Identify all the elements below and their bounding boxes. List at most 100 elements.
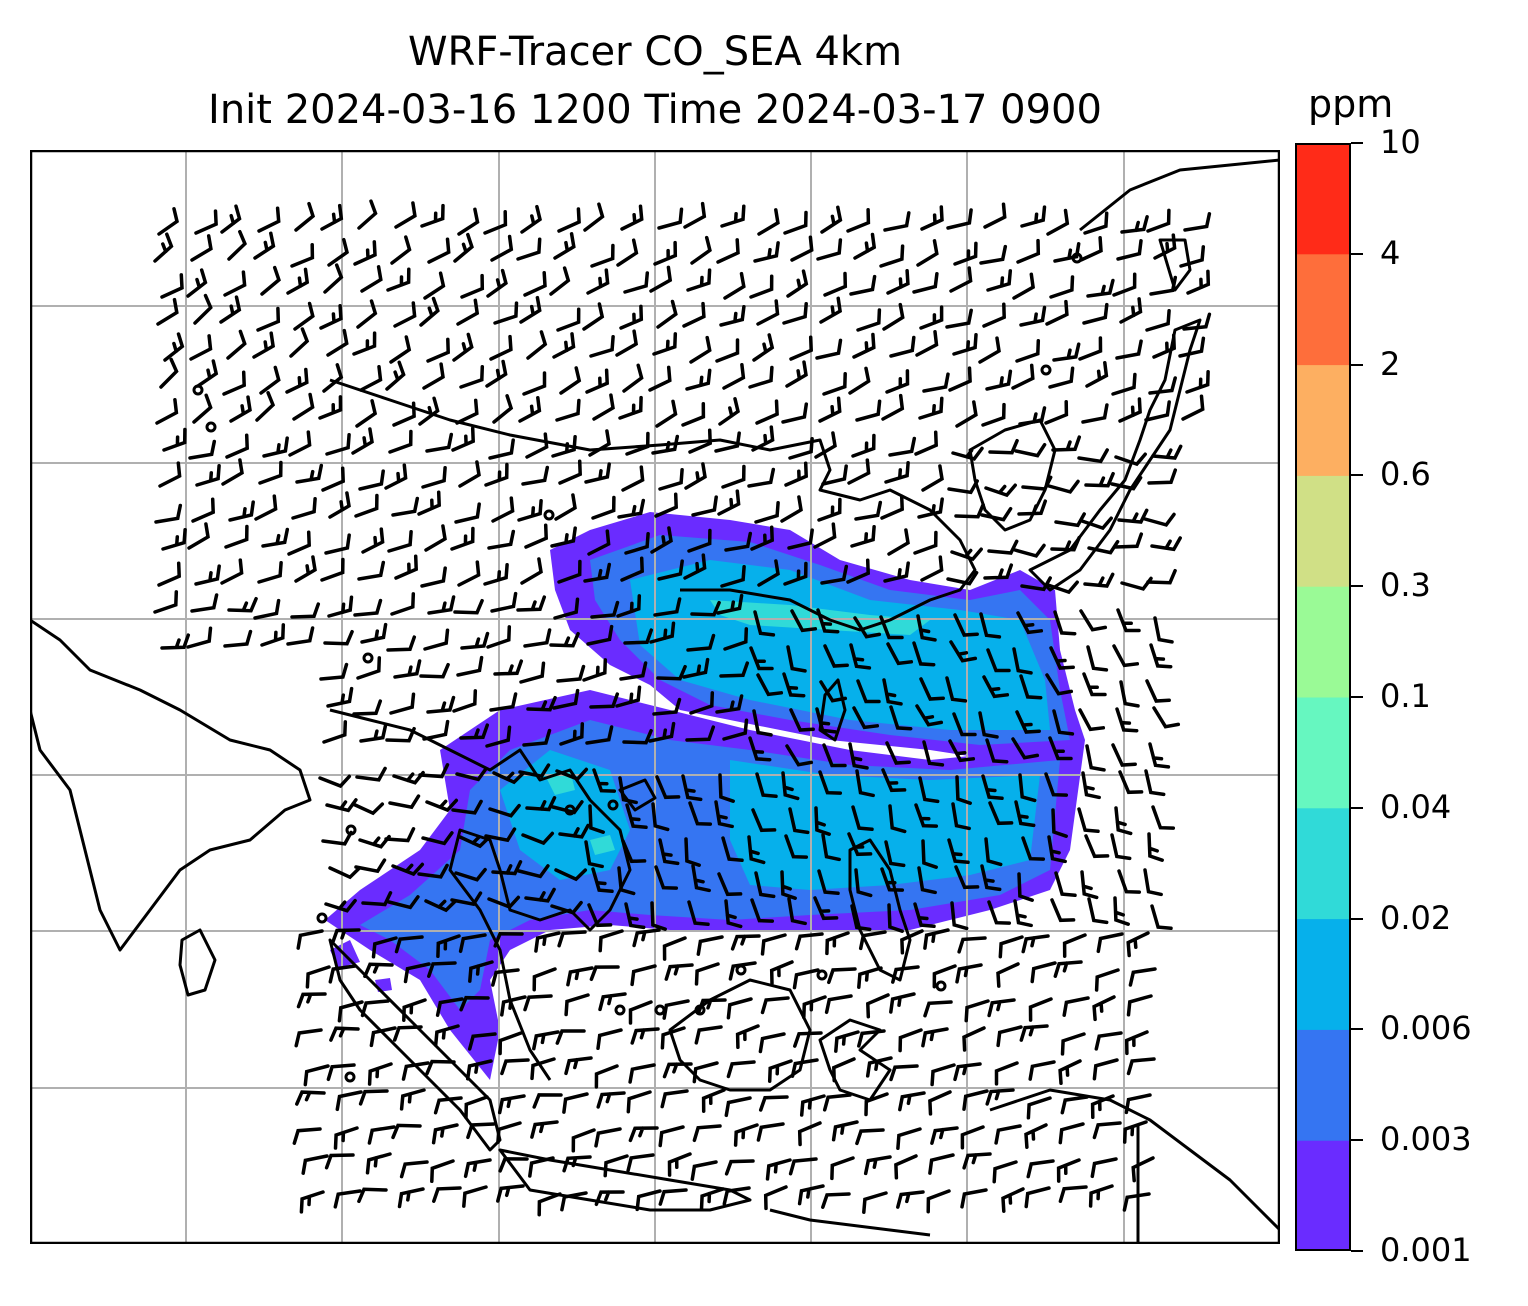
wind-barb xyxy=(422,719,450,741)
wind-barb xyxy=(847,832,873,857)
wind-barb xyxy=(686,268,712,292)
wind-barb xyxy=(657,559,684,581)
wind-barb xyxy=(430,1159,455,1184)
wind-barb xyxy=(782,672,806,698)
wind-barb xyxy=(946,208,973,230)
wind-barb xyxy=(1126,931,1150,958)
wind-barb xyxy=(253,598,281,620)
wind-barb xyxy=(1050,535,1081,552)
wind-barb xyxy=(858,930,887,951)
wind-barb xyxy=(914,430,938,456)
wind-barb xyxy=(814,431,837,459)
colorbar-tick-label: 2 xyxy=(1380,344,1401,383)
wind-barb xyxy=(327,595,354,618)
wind-barb xyxy=(889,1064,919,1082)
wind-barb xyxy=(821,833,841,862)
colorbar-tick-label: 0.1 xyxy=(1380,677,1431,715)
wind-barb xyxy=(921,1027,949,1048)
wind-barb xyxy=(1096,932,1124,954)
wind-barb xyxy=(950,547,983,562)
wind-barb xyxy=(260,623,286,647)
wind-barb xyxy=(351,427,374,455)
wind-barb xyxy=(849,643,872,670)
colorbar-tick-mark xyxy=(1351,1250,1363,1252)
coast-newguinea xyxy=(989,1088,1280,1232)
wind-barb xyxy=(726,997,753,1020)
wind-barb xyxy=(157,207,179,236)
colorbar-tick-label: 0.02 xyxy=(1380,898,1452,937)
wind-barb xyxy=(1045,673,1074,696)
wind-barb xyxy=(682,301,706,328)
wind-barb xyxy=(391,1123,422,1140)
wind-barb xyxy=(648,365,672,392)
wind-barb xyxy=(498,1157,529,1173)
wind-barb xyxy=(553,597,580,620)
wind-barb xyxy=(582,658,608,682)
wind-barb xyxy=(194,209,218,235)
wind-barb xyxy=(294,555,317,583)
wind-barb xyxy=(1124,1093,1152,1115)
wind-barb xyxy=(492,771,526,785)
wind-barb xyxy=(834,1030,860,1053)
wind-barb xyxy=(571,1128,596,1153)
wind-barb xyxy=(424,899,458,913)
wind-barb xyxy=(689,691,715,715)
wind-barb xyxy=(816,608,840,634)
wind-barb xyxy=(384,463,408,490)
wind-barb xyxy=(879,615,904,640)
wind-barb xyxy=(318,774,352,789)
wind-barb xyxy=(887,528,910,556)
wind-barb xyxy=(484,462,509,487)
wind-barb xyxy=(305,965,331,989)
wind-barb xyxy=(532,1030,560,1051)
wind-barb xyxy=(384,827,416,843)
wind-barb xyxy=(651,434,680,455)
wind-barb xyxy=(788,807,810,835)
wind-barb xyxy=(521,465,550,486)
wind-barb xyxy=(323,629,354,646)
colorbar-tick-label: 0.001 xyxy=(1380,1231,1472,1269)
colorbar-tick-mark xyxy=(1351,806,1363,809)
wind-barb xyxy=(780,495,803,523)
wind-barb xyxy=(452,332,474,362)
wind-barb xyxy=(1050,898,1076,923)
wind-barb xyxy=(491,496,515,523)
wind-barb xyxy=(549,266,571,296)
wind-barb xyxy=(583,202,605,232)
wind-barb xyxy=(955,775,972,805)
wind-barb xyxy=(1046,580,1079,595)
wind-barb xyxy=(626,1090,652,1114)
wind-barb xyxy=(1092,1058,1119,1081)
coast-indochina xyxy=(329,708,632,1081)
wind-barb xyxy=(321,466,345,492)
wind-barb xyxy=(1112,644,1140,668)
wind-barb xyxy=(286,626,315,646)
wind-barb xyxy=(658,1188,688,1206)
wind-barb xyxy=(951,802,971,831)
wind-barb xyxy=(818,396,842,423)
wind-barb xyxy=(458,933,487,954)
wind-barb xyxy=(452,689,478,713)
wind-barb xyxy=(418,396,440,426)
wind-barb xyxy=(916,614,937,642)
wind-barb xyxy=(551,435,577,458)
wind-barb xyxy=(1014,442,1047,458)
wind-barb xyxy=(955,400,978,428)
wind-barb xyxy=(256,306,281,332)
colorbar-tick-label: 0.003 xyxy=(1380,1120,1472,1159)
wind-barb xyxy=(468,960,494,983)
wind-barb xyxy=(724,899,743,929)
wind-barb xyxy=(333,1126,359,1150)
wind-barb xyxy=(656,664,687,681)
wind-barb xyxy=(889,335,916,358)
wind-barb xyxy=(389,335,412,364)
colorbar-segment xyxy=(1295,253,1351,366)
wind-barb xyxy=(1016,611,1044,635)
wind-barb xyxy=(783,210,808,235)
wind-barb xyxy=(717,872,743,897)
wind-barb xyxy=(1128,967,1157,987)
wind-barb xyxy=(751,425,775,452)
wind-barb xyxy=(192,393,213,424)
wind-barb xyxy=(757,208,780,236)
wind-barb xyxy=(718,773,735,803)
